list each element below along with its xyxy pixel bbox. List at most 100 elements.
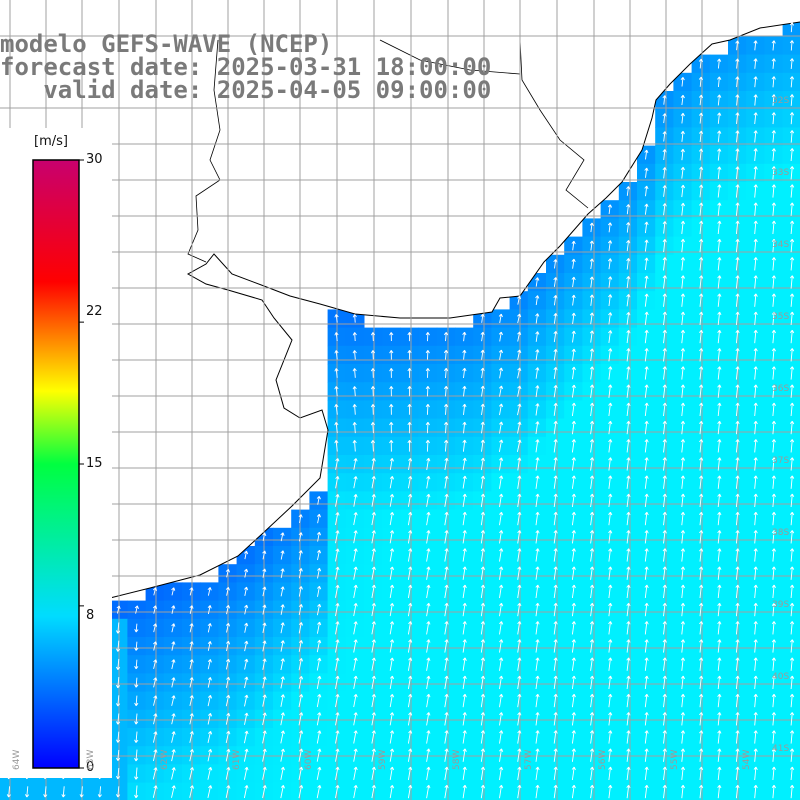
wind-arrow [571, 493, 576, 508]
wind-arrow [699, 329, 704, 344]
wind-arrow [171, 731, 176, 743]
wind-arrow [699, 475, 704, 489]
wind-arrow [371, 693, 376, 708]
wind-arrow [407, 657, 413, 671]
wind-arrow [626, 621, 631, 635]
wind-arrow [407, 511, 413, 526]
wind-arrow [225, 785, 231, 798]
wind-arrow [771, 148, 776, 161]
wind-arrow [626, 294, 631, 307]
wind-arrow [517, 693, 522, 708]
wind-arrow [480, 385, 485, 397]
wind-arrow [608, 730, 613, 744]
wind-arrow [243, 785, 249, 799]
wind-arrow [680, 130, 685, 142]
wind-arrow [389, 368, 394, 378]
wind-arrow [444, 766, 449, 781]
wind-arrow [626, 366, 631, 380]
wind-arrow [517, 331, 522, 342]
wind-arrow [789, 712, 795, 726]
wind-arrow [735, 511, 740, 526]
wind-arrow [371, 494, 376, 507]
wind-arrow [134, 731, 139, 743]
wind-arrow [480, 712, 486, 726]
wind-arrow [553, 420, 558, 435]
wind-arrow [444, 639, 449, 653]
wind-arrow [499, 602, 504, 617]
wind-arrow [517, 548, 522, 562]
wind-arrow [499, 584, 504, 599]
wind-arrow [499, 621, 504, 635]
wind-arrow [626, 675, 631, 690]
wind-arrow [662, 511, 667, 526]
wind-arrow [553, 584, 558, 599]
wind-arrow [626, 748, 631, 762]
wind-arrow [589, 511, 595, 526]
wind-arrow [662, 329, 667, 344]
wind-arrow [553, 475, 558, 489]
wind-arrow [353, 712, 358, 726]
lon-label: 54W [742, 749, 752, 770]
wind-arrow [371, 584, 376, 598]
wind-arrow [480, 421, 485, 434]
wind-arrow [753, 348, 758, 362]
wind-arrow [717, 94, 722, 106]
wind-arrow [717, 130, 722, 143]
wind-arrow [370, 440, 376, 452]
wind-arrow [662, 439, 667, 453]
wind-arrow [553, 457, 558, 471]
wind-arrow [389, 675, 395, 689]
wind-arrow [115, 713, 121, 725]
wind-arrow [735, 94, 740, 106]
wind-arrow [426, 766, 431, 781]
wind-arrow [771, 548, 776, 562]
wind-arrow [735, 730, 740, 744]
wind-arrow [699, 511, 704, 526]
wind-arrow [353, 476, 358, 489]
wind-arrow [699, 566, 704, 580]
wind-arrow [589, 675, 595, 690]
land-area [0, 21, 800, 613]
wind-arrow [735, 130, 740, 143]
wind-arrow [571, 402, 576, 417]
wind-arrow [444, 693, 449, 708]
wind-arrow [426, 712, 431, 726]
wind-arrow [735, 166, 740, 180]
wind-arrow [789, 584, 795, 599]
wind-arrows [6, 22, 795, 799]
wind-arrow [335, 657, 340, 671]
wind-arrow [517, 730, 522, 744]
wind-arrow [608, 366, 613, 380]
wind-arrow [680, 639, 686, 653]
wind-arrow [698, 58, 704, 69]
wind-arrow [352, 386, 357, 397]
wind-arrow [571, 511, 576, 526]
wind-arrow [589, 548, 595, 562]
wind-arrow [280, 550, 285, 560]
wind-arrow [771, 511, 776, 526]
wind-arrow [389, 439, 394, 452]
wind-arrow [115, 677, 121, 689]
wind-arrow [680, 220, 686, 234]
wind-arrow [608, 330, 613, 343]
wind-arrow [680, 693, 686, 708]
wind-arrow [626, 240, 631, 252]
wind-arrow [771, 112, 776, 125]
wind-arrow [753, 420, 758, 435]
wind-arrow [662, 257, 667, 271]
wind-arrow [335, 784, 340, 799]
wind-arrow [553, 295, 558, 306]
wind-arrow [426, 639, 431, 653]
wind-arrow [207, 766, 213, 780]
wind-arrow [753, 439, 758, 453]
wind-arrow [444, 566, 449, 580]
wind-arrow [717, 693, 722, 708]
wind-arrow [280, 730, 285, 744]
wind-arrow [771, 621, 776, 635]
wind-arrow [152, 767, 158, 780]
border-line [379, 39, 521, 75]
wind-arrow [426, 621, 431, 635]
wind-arrow [553, 530, 558, 544]
wind-arrow [589, 584, 595, 599]
